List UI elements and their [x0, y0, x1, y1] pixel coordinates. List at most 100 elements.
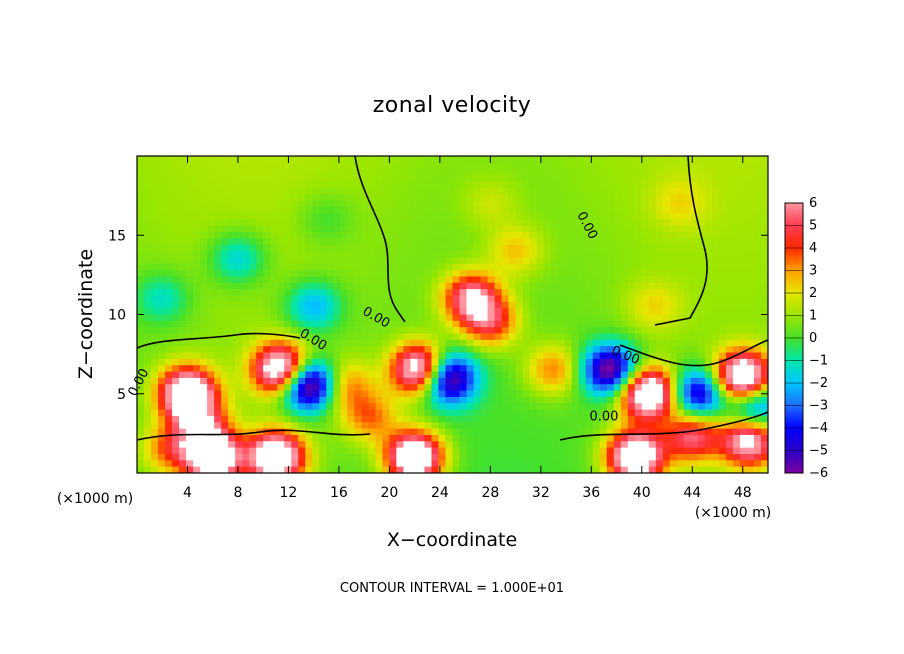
- heatmap-cell: [564, 219, 573, 227]
- heatmap-cell: [732, 232, 741, 240]
- heatmap-cell: [732, 327, 741, 335]
- heatmap-cell: [151, 371, 159, 379]
- heatmap-cell: [578, 460, 587, 468]
- heatmap-cell: [333, 441, 341, 449]
- heatmap-cell: [165, 295, 173, 303]
- heatmap-cell: [522, 409, 531, 417]
- heatmap-cell: [312, 422, 320, 430]
- heatmap-cell: [494, 415, 503, 423]
- heatmap-cell: [704, 409, 713, 417]
- heatmap-cell: [158, 390, 166, 398]
- heatmap-cell: [711, 206, 720, 214]
- heatmap-cell: [704, 434, 713, 442]
- heatmap-cell: [151, 453, 159, 461]
- heatmap-cell: [515, 244, 524, 252]
- heatmap-cell: [221, 181, 229, 189]
- heatmap-cell: [179, 377, 187, 385]
- heatmap-cell: [662, 447, 671, 455]
- heatmap-cell: [235, 219, 243, 227]
- heatmap-cell: [669, 219, 678, 227]
- heatmap-cell: [277, 339, 285, 347]
- heatmap-cell: [368, 396, 376, 404]
- heatmap-cell: [389, 295, 398, 303]
- heatmap-cell: [347, 200, 355, 208]
- heatmap-cell: [354, 314, 362, 322]
- heatmap-cell: [340, 434, 348, 442]
- heatmap-cell: [221, 460, 229, 468]
- heatmap-cell: [165, 320, 173, 328]
- heatmap-cell: [172, 352, 180, 360]
- heatmap-cell: [753, 257, 762, 265]
- heatmap-cell: [662, 219, 671, 227]
- heatmap-cell: [690, 460, 699, 468]
- heatmap-cell: [326, 447, 334, 455]
- heatmap-cell: [683, 270, 692, 278]
- heatmap-cell: [494, 396, 503, 404]
- heatmap-cell: [487, 320, 496, 328]
- heatmap-cell: [760, 175, 768, 182]
- heatmap-cell: [662, 301, 671, 309]
- heatmap-cell: [249, 168, 257, 176]
- heatmap-cell: [480, 466, 489, 473]
- heatmap-cell: [235, 441, 243, 449]
- heatmap-cell: [319, 377, 327, 385]
- heatmap-cell: [578, 200, 587, 208]
- heatmap-cell: [732, 453, 741, 461]
- heatmap-cell: [277, 371, 285, 379]
- heatmap-cell: [284, 295, 292, 303]
- heatmap-cell: [648, 181, 657, 189]
- heatmap-cell: [242, 200, 250, 208]
- x-tick-label: 16: [330, 485, 348, 501]
- heatmap-cell: [732, 251, 741, 259]
- heatmap-cell: [172, 270, 180, 278]
- heatmap-cell: [452, 409, 461, 417]
- heatmap-cell: [613, 352, 622, 360]
- heatmap-cell: [473, 156, 482, 163]
- heatmap-cell: [753, 327, 762, 335]
- heatmap-cell: [480, 194, 489, 201]
- heatmap-cell: [669, 460, 678, 468]
- heatmap-cell: [165, 447, 173, 455]
- heatmap-cell: [137, 257, 145, 265]
- heatmap-cell: [186, 263, 194, 271]
- heatmap-cell: [158, 466, 166, 473]
- heatmap-cell: [347, 384, 355, 392]
- heatmap-cell: [361, 219, 369, 227]
- heatmap-cell: [214, 371, 222, 379]
- heatmap-cell: [207, 358, 215, 366]
- heatmap-cell: [438, 377, 447, 385]
- heatmap-cell: [760, 282, 768, 290]
- heatmap-cell: [277, 384, 285, 392]
- heatmap-cell: [452, 251, 461, 259]
- heatmap-cell: [319, 396, 327, 404]
- heatmap-cell: [277, 453, 285, 461]
- heatmap-cell: [410, 162, 419, 170]
- heatmap-cell: [571, 295, 580, 303]
- heatmap-cell: [655, 295, 664, 303]
- heatmap-cell: [564, 403, 573, 411]
- heatmap-cell: [256, 175, 264, 182]
- heatmap-cell: [515, 466, 524, 473]
- heatmap-cell: [256, 365, 264, 373]
- heatmap-cell: [326, 263, 334, 271]
- heatmap-cell: [186, 352, 194, 360]
- heatmap-cell: [718, 276, 727, 284]
- heatmap-cell: [228, 194, 236, 201]
- heatmap-cell: [319, 263, 327, 271]
- heatmap-cell: [683, 409, 692, 417]
- heatmap-cell: [697, 434, 706, 442]
- heatmap-cell: [641, 390, 650, 398]
- heatmap-cell: [592, 156, 601, 163]
- heatmap-cell: [487, 314, 496, 322]
- heatmap-cell: [585, 308, 594, 316]
- heatmap-cell: [459, 200, 468, 208]
- heatmap-cell: [284, 251, 292, 259]
- heatmap-cell: [305, 409, 313, 417]
- heatmap-cell: [669, 162, 678, 170]
- heatmap-cell: [193, 251, 201, 259]
- heatmap-cell: [165, 257, 173, 265]
- heatmap-cell: [494, 460, 503, 468]
- heatmap-cell: [641, 200, 650, 208]
- heatmap-cell: [340, 181, 348, 189]
- heatmap-cell: [634, 225, 643, 233]
